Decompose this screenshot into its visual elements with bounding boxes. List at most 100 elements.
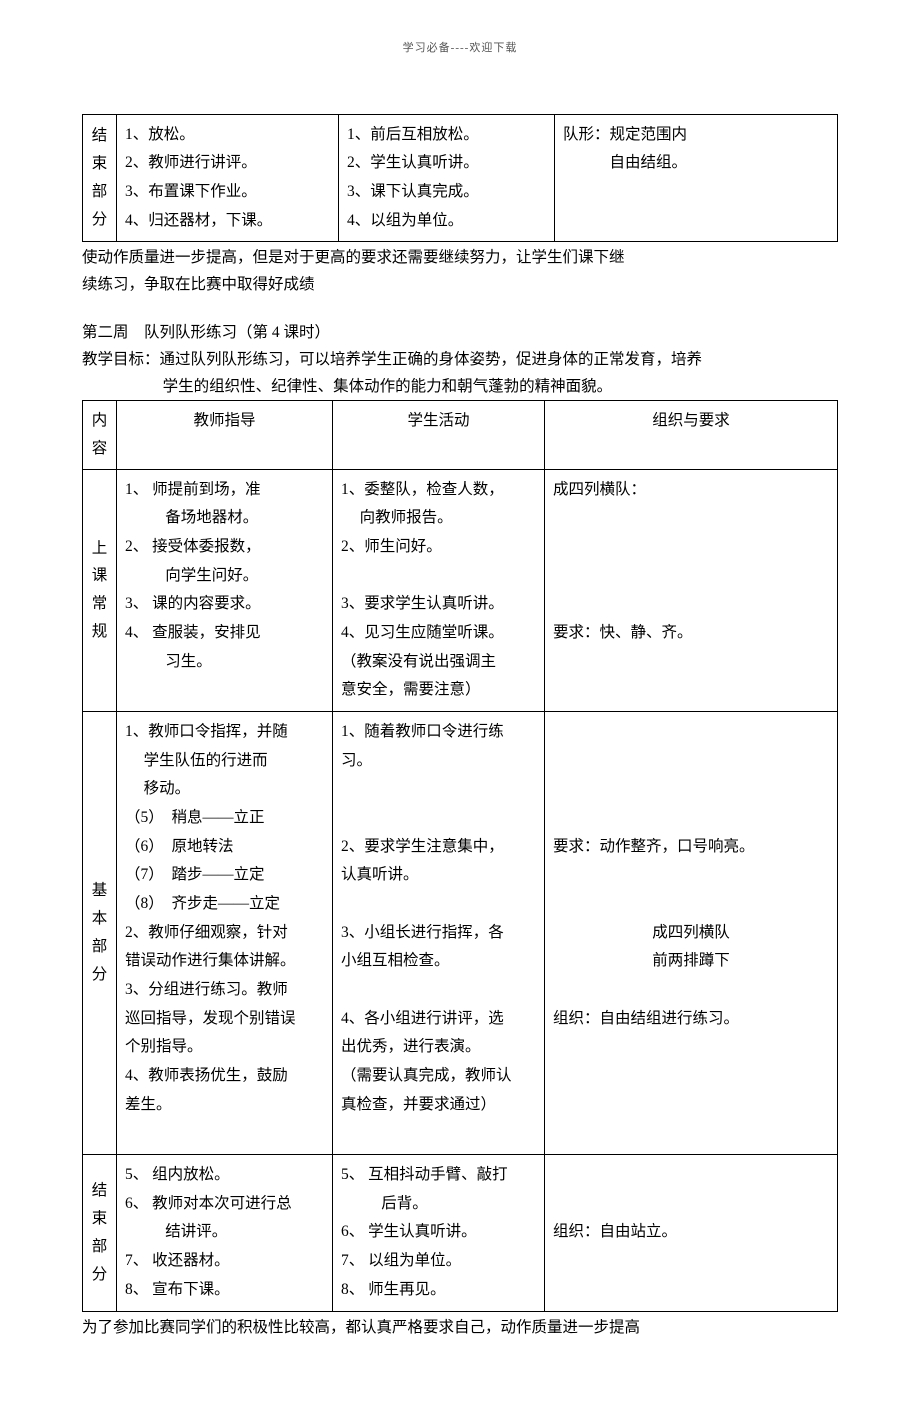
char: 上 xyxy=(86,535,113,563)
line xyxy=(553,1276,829,1305)
char: 常 xyxy=(86,590,113,618)
line: 7、 收还器材。 xyxy=(125,1247,324,1276)
line xyxy=(341,775,536,804)
t1-org: 队形：规定范围内 自由结组。 xyxy=(555,114,838,242)
line: 认真听讲。 xyxy=(341,861,536,890)
line: 3、布置课下作业。 xyxy=(125,178,330,207)
line: 结讲评。 xyxy=(125,1218,324,1247)
char: 束 xyxy=(86,1205,113,1233)
line xyxy=(341,890,536,919)
t2-head-c3: 学生活动 xyxy=(333,400,545,469)
line: 3、 课的内容要求。 xyxy=(125,590,324,619)
line xyxy=(341,976,536,1005)
line: 小组互相检查。 xyxy=(341,947,536,976)
char: 内 xyxy=(86,407,113,435)
char: 分 xyxy=(86,206,113,234)
t2-head-c1: 内 容 xyxy=(83,400,117,469)
line: 1、教师口令指挥，并随 xyxy=(125,718,324,747)
line: 5、 互相抖动手臂、敲打 xyxy=(341,1161,536,1190)
line: 组织：自由站立。 xyxy=(553,1218,829,1247)
line: 巡回指导，发现个别错误 xyxy=(125,1005,324,1034)
t1-row-label: 结 束 部 分 xyxy=(83,114,117,242)
line: 真检查，并要求通过） xyxy=(341,1091,536,1120)
line: 7、 以组为单位。 xyxy=(341,1247,536,1276)
char: 结 xyxy=(86,122,113,150)
line: 习。 xyxy=(341,747,536,776)
line: （6） 原地转法 xyxy=(125,833,324,862)
line xyxy=(553,1161,829,1190)
table-row: 上课常规 1、 师提前到场，准备场地器材。2、 接受体委报数，向学生问好。3、 … xyxy=(83,469,838,711)
line: 个别指导。 xyxy=(125,1033,324,1062)
line: 4、以组为单位。 xyxy=(347,207,546,236)
line: 2、 接受体委报数， xyxy=(125,533,324,562)
char: 分 xyxy=(86,961,113,989)
line: 2、教师仔细观察，针对 xyxy=(125,919,324,948)
line: 1、委整队，检查人数， xyxy=(341,476,536,505)
line xyxy=(553,1247,829,1276)
char: 规 xyxy=(86,618,113,646)
line: 4、 查服装，安排见 xyxy=(125,619,324,648)
line: 8、 师生再见。 xyxy=(341,1276,536,1305)
line: 学生队伍的行进而 xyxy=(125,747,324,776)
line: 移动。 xyxy=(125,775,324,804)
line xyxy=(553,775,829,804)
line xyxy=(553,804,829,833)
t1-followup: 使动作质量进一步提高，但是对于更高的要求还需要继续努力，让学生们课下继 续练习，… xyxy=(82,244,838,298)
table-1: 结 束 部 分 1、放松。 2、教师进行讲评。 3、布置课下作业。 4、归还器材… xyxy=(82,114,838,243)
char: 部 xyxy=(86,178,113,206)
t2-r2-c2: 1、教师口令指挥，并随学生队伍的行进而移动。（5） 稍息——立正（6） 原地转法… xyxy=(117,712,333,1155)
char: 束 xyxy=(86,150,113,178)
page-header-note: 学习必备----欢迎下载 xyxy=(82,40,838,58)
t1-student: 1、前后互相放松。 2、学生认真听讲。 3、课下认真完成。 4、以组为单位。 xyxy=(339,114,555,242)
line: 后背。 xyxy=(341,1190,536,1219)
line: 教学目标：通过队列队形练习，可以培养学生正确的身体姿势，促进身体的正常发育，培养 xyxy=(82,351,702,368)
section2-title: 第二周 队列队形练习（第 4 课时） xyxy=(82,319,838,346)
line: 1、 师提前到场，准 xyxy=(125,476,324,505)
line xyxy=(125,1119,324,1148)
t2-r2-label: 基本部分 xyxy=(83,712,117,1155)
line: （教案没有说出强调主 xyxy=(341,648,536,677)
line: 要求：快、静、齐。 xyxy=(553,619,829,648)
line: 成四列横队 xyxy=(553,919,829,948)
t2-r3-label: 结束部分 xyxy=(83,1155,117,1311)
line xyxy=(553,718,829,747)
char: 课 xyxy=(86,562,113,590)
line xyxy=(553,1062,829,1091)
section2-objective: 教学目标：通过队列队形练习，可以培养学生正确的身体姿势，促进身体的正常发育，培养… xyxy=(82,346,838,400)
line: 3、要求学生认真听讲。 xyxy=(341,590,536,619)
line xyxy=(553,1119,829,1148)
line: 4、各小组进行讲评，选 xyxy=(341,1005,536,1034)
char: 分 xyxy=(86,1261,113,1289)
line: 3、小组长进行指挥，各 xyxy=(341,919,536,948)
line: 4、归还器材，下课。 xyxy=(125,207,330,236)
char: 本 xyxy=(86,905,113,933)
t2-head-c4: 组织与要求 xyxy=(545,400,838,469)
t2-r2-c4: 要求：动作整齐，口号响亮。 成四列横队前两排蹲下 组织：自由结组进行练习。 xyxy=(545,712,838,1155)
line xyxy=(553,976,829,1005)
line: 3、课下认真完成。 xyxy=(347,178,546,207)
char: 基 xyxy=(86,877,113,905)
line: 5、 组内放松。 xyxy=(125,1161,324,1190)
line: 意安全，需要注意） xyxy=(341,676,536,705)
line: 4、教师表扬优生，鼓励 xyxy=(125,1062,324,1091)
line: 差生。 xyxy=(125,1091,324,1120)
table-row: 结 束 部 分 1、放松。 2、教师进行讲评。 3、布置课下作业。 4、归还器材… xyxy=(83,114,838,242)
line: 1、放松。 xyxy=(125,121,330,150)
table-2: 内 容 教师指导 学生活动 组织与要求 上课常规 1、 师提前到场，准备场地器材… xyxy=(82,400,838,1312)
line: 3、分组进行练习。教师 xyxy=(125,976,324,1005)
line: 习生。 xyxy=(125,648,324,677)
t2-r1-c4: 成四列横队： 要求：快、静、齐。 xyxy=(545,469,838,711)
line: （需要认真完成，教师认 xyxy=(341,1062,536,1091)
char: 部 xyxy=(86,933,113,961)
t2-head-c2: 教师指导 xyxy=(117,400,333,469)
line xyxy=(553,747,829,776)
line xyxy=(553,1033,829,1062)
line: 出优秀，进行表演。 xyxy=(341,1033,536,1062)
line: 向学生问好。 xyxy=(125,562,324,591)
line: 向教师报告。 xyxy=(341,504,536,533)
line: 使动作质量进一步提高，但是对于更高的要求还需要继续努力，让学生们课下继 xyxy=(82,249,625,266)
line xyxy=(553,504,829,533)
line xyxy=(553,890,829,919)
line: 4、见习生应随堂听课。 xyxy=(341,619,536,648)
t2-r3-c2: 5、 组内放松。6、 教师对本次可进行总结讲评。7、 收还器材。8、 宣布下课。 xyxy=(117,1155,333,1311)
